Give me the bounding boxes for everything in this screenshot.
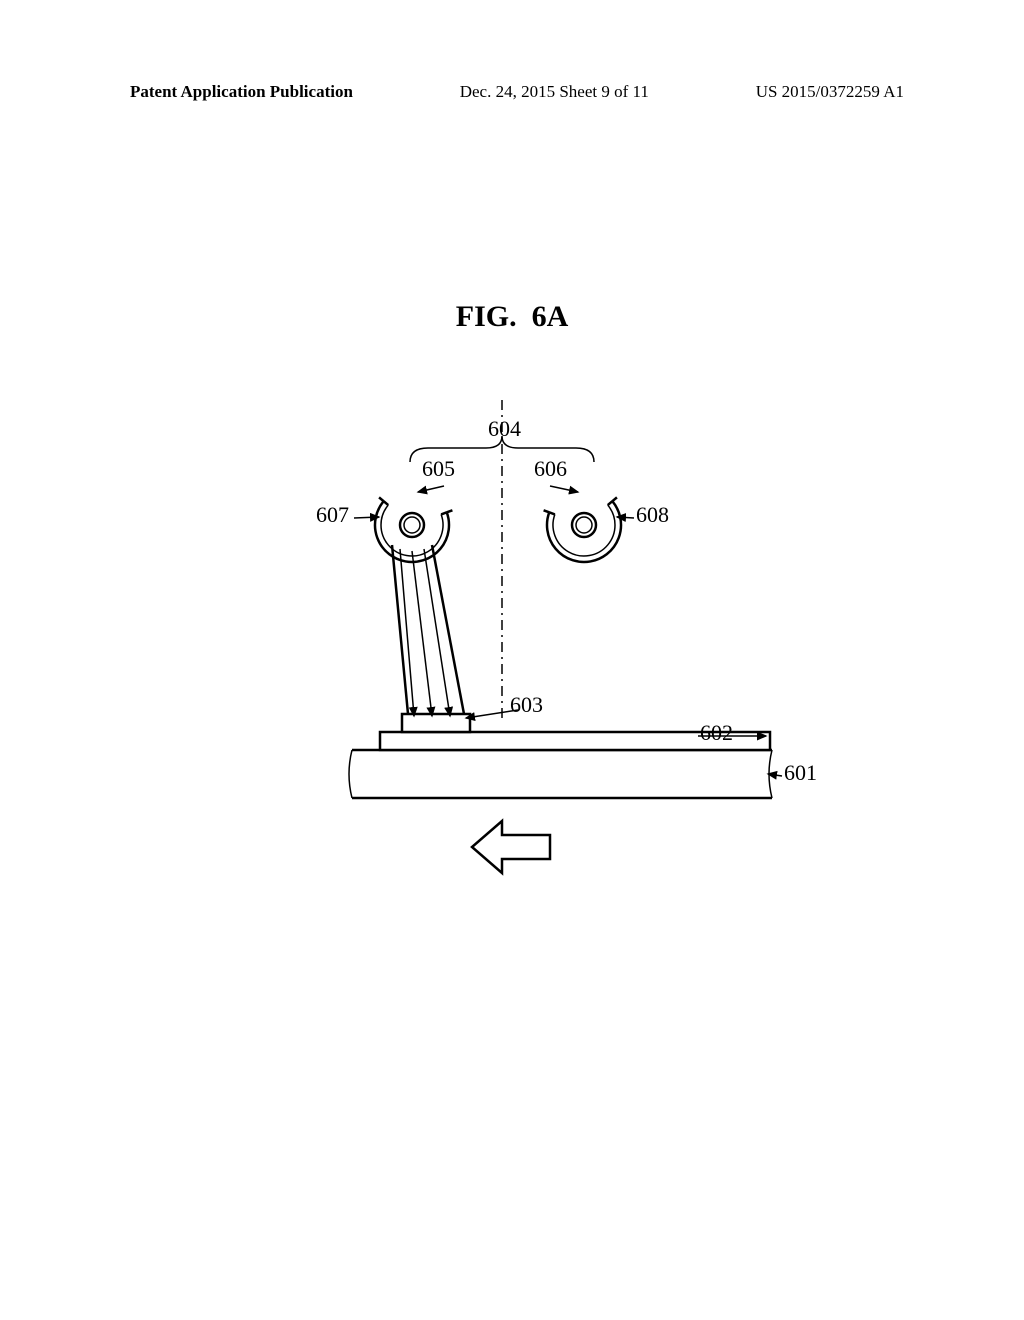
figure-6a-diagram: 601602603604605606607608 xyxy=(232,390,792,910)
header-center: Dec. 24, 2015 Sheet 9 of 11 xyxy=(460,82,649,102)
ref-label-606: 606 xyxy=(534,456,567,482)
ref-label-604: 604 xyxy=(488,416,521,442)
ref-label-601: 601 xyxy=(784,760,817,786)
figure-title: FIG. 6A xyxy=(456,300,569,334)
header-right: US 2015/0372259 A1 xyxy=(756,82,904,102)
header-left: Patent Application Publication xyxy=(130,82,353,102)
ref-label-607: 607 xyxy=(316,502,349,528)
ref-label-608: 608 xyxy=(636,502,669,528)
ref-label-602: 602 xyxy=(700,720,733,746)
ref-label-603: 603 xyxy=(510,692,543,718)
page-header: Patent Application Publication Dec. 24, … xyxy=(0,82,1024,102)
ref-label-605: 605 xyxy=(422,456,455,482)
